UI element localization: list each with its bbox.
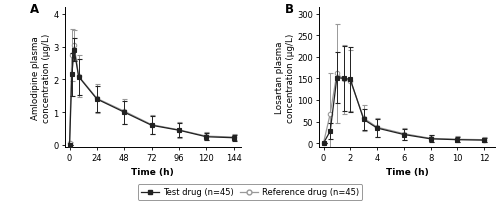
X-axis label: Time (h): Time (h)	[132, 167, 174, 176]
Text: A: A	[30, 3, 39, 16]
Y-axis label: Amlodipine plasma
concentration (μg/L): Amlodipine plasma concentration (μg/L)	[31, 33, 50, 122]
Legend: Test drug (n=45), Reference drug (n=45): Test drug (n=45), Reference drug (n=45)	[138, 184, 362, 200]
Text: B: B	[284, 3, 294, 16]
Y-axis label: Losartan plasma
concentration (μg/L): Losartan plasma concentration (μg/L)	[275, 33, 294, 122]
X-axis label: Time (h): Time (h)	[386, 167, 428, 176]
